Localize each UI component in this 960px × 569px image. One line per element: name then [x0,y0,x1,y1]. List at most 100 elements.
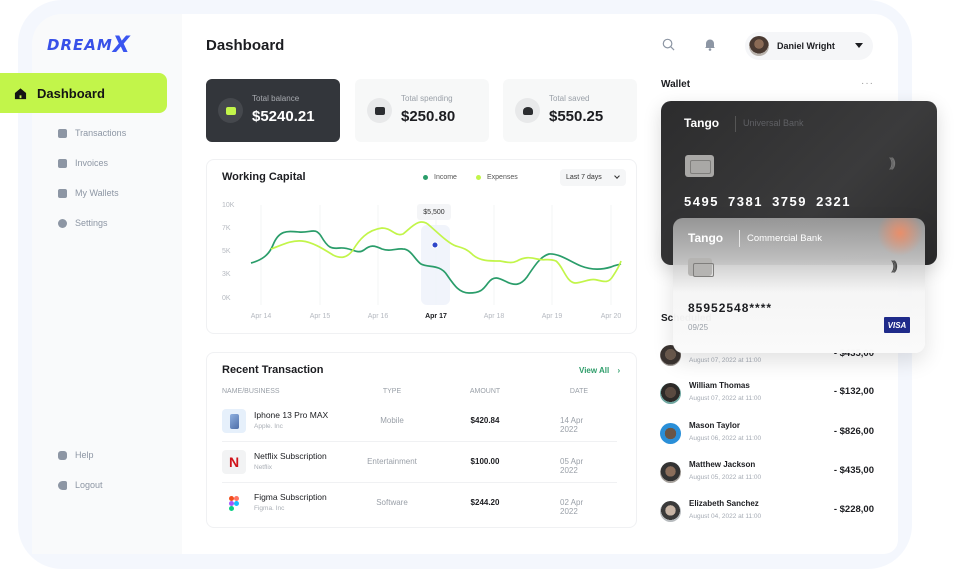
sidebar-item-invoices[interactable]: Invoices [58,158,108,168]
iphone-icon [222,409,246,433]
chip-icon [688,258,714,277]
logo-accent: X [112,33,131,58]
home-icon [14,87,27,99]
transaction-name: Figma Subscription [254,492,327,502]
payment-amount: - $435,00 [833,465,874,476]
wallet-icon [218,98,243,123]
y-tick: 3K [222,271,231,278]
logo[interactable]: DREAMX [47,31,131,58]
sidebar-item-dashboard[interactable]: Dashboard [0,73,167,113]
bank-card-commercial[interactable]: Tango Commercial Bank ))) 85952548**** 0… [673,218,925,353]
more-icon[interactable]: ··· [861,78,874,89]
card-brand: Tango [688,231,724,245]
logout-icon [58,480,67,490]
legend-label: Income [434,174,457,181]
x-tick: Apr 18 [483,313,505,320]
y-tick: 5K [222,248,231,255]
transaction-business: Apple. Inc [254,423,283,430]
bell-icon[interactable] [704,38,716,51]
sidebar-item-label: Settings [75,218,108,228]
search-icon[interactable] [662,38,675,51]
column-header: NAME/BUSINESS [222,388,280,395]
stat-card-total-balance[interactable]: Total balance $5240.21 [206,79,340,142]
payment-date: August 06, 2022 at 11:00 [689,435,762,442]
date-range-dropdown[interactable]: Last 7 days [560,169,626,186]
x-tick: Apr 20 [600,313,622,320]
transaction-date: 02 Apr 2022 [560,498,584,516]
transaction-business: Netflix [254,464,273,471]
user-name: Daniel Wright [777,41,835,51]
payment-amount: - $435,00 [833,348,874,359]
sidebar-item-label: Help [75,450,94,460]
chart-tooltip: $5,500 [417,204,451,220]
transaction-amount: $244.20 [470,498,500,507]
transaction-date: 14 Apr 2022 [560,416,584,434]
working-capital-card: Working Capital Income Expenses Last 7 d… [206,159,637,334]
avatar [660,423,681,444]
stat-label: Total spending [401,94,453,103]
payment-amount: - $826,00 [833,426,874,437]
transaction-type: Mobile [380,416,404,425]
section-title: Recent Transaction [222,364,324,376]
scheduled-row[interactable]: William Thomas August 07, 2022 at 11:00 … [660,380,874,416]
payment-amount: - $132,00 [833,386,874,397]
view-all-link[interactable]: View All › [579,366,620,375]
x-tick: Apr 14 [250,313,272,320]
sidebar-item-label: Dashboard [37,85,105,101]
stat-value: $5240.21 [252,108,315,125]
chip-icon [685,155,714,177]
stat-card-total-spending[interactable]: Total spending $250.80 [355,79,489,142]
card-brand: Tango [684,116,720,130]
sidebar-item-help[interactable]: Help [58,450,94,460]
scheduled-row[interactable]: Matthew Jackson August 05, 2022 at 11:00… [660,459,874,495]
x-tick: Apr 16 [367,313,389,320]
legend-expenses: Expenses [476,174,518,181]
sidebar-item-transactions[interactable]: Transactions [58,128,126,138]
page-title: Dashboard [206,37,285,54]
divider [739,230,740,247]
netflix-icon: N [222,450,246,474]
sidebar-item-label: My Wallets [75,188,119,198]
sidebar-item-label: Logout [75,480,103,490]
user-menu[interactable]: Daniel Wright [745,32,873,60]
stat-label: Total balance [252,94,300,103]
payment-amount: - $228,00 [833,504,874,515]
stat-value: $550.25 [549,108,604,125]
table-row[interactable]: Iphone 13 Pro MAX Apple. Inc Mobile $420… [222,401,617,442]
transaction-type: Entertainment [367,457,417,466]
x-tick: Apr 19 [541,313,563,320]
wallet-icon [58,188,67,198]
transaction-date: 05 Apr 2022 [560,457,584,475]
help-icon [58,450,67,460]
caret-down-icon [855,43,863,48]
stat-card-total-saved[interactable]: Total saved $550.25 [503,79,637,142]
figma-icon [222,491,246,515]
card-glow [877,218,923,256]
x-tick: Apr 15 [309,313,331,320]
avatar [660,462,681,483]
sidebar-item-my-wallets[interactable]: My Wallets [58,188,119,198]
card-bank: Commercial Bank [747,233,822,244]
contactless-icon: ))) [889,155,896,170]
payment-date: August 07, 2022 at 11:00 [689,395,762,402]
transaction-amount: $100.00 [470,457,500,466]
transaction-name: Netflix Subscription [254,451,327,461]
sidebar-item-label: Invoices [75,158,109,168]
legend-income: Income [423,174,457,181]
payee-name: Mason Taylor [689,421,740,430]
sidebar-item-settings[interactable]: Settings [58,218,108,228]
sidebar-item-logout[interactable]: Logout [58,480,103,490]
card-bank: Universal Bank [743,118,804,128]
receipt-icon [58,158,67,168]
table-row[interactable]: Figma Subscription Figma. Inc Software $… [222,483,617,524]
scheduled-row[interactable]: Mason Taylor August 06, 2022 at 11:00 - … [660,420,874,456]
transaction-type: Software [376,498,408,507]
payment-date: August 05, 2022 at 11:00 [689,474,762,481]
line-chart[interactable] [207,160,638,335]
legend-label: Expenses [487,174,518,181]
table-row[interactable]: N Netflix Subscription Netflix Entertain… [222,442,617,483]
scheduled-row[interactable]: Elizabeth Sanchez August 04, 2022 at 11:… [660,498,874,534]
payee-name: Elizabeth Sanchez [689,499,759,508]
chevron-right-icon: › [617,366,621,375]
y-tick: 7K [222,225,231,232]
